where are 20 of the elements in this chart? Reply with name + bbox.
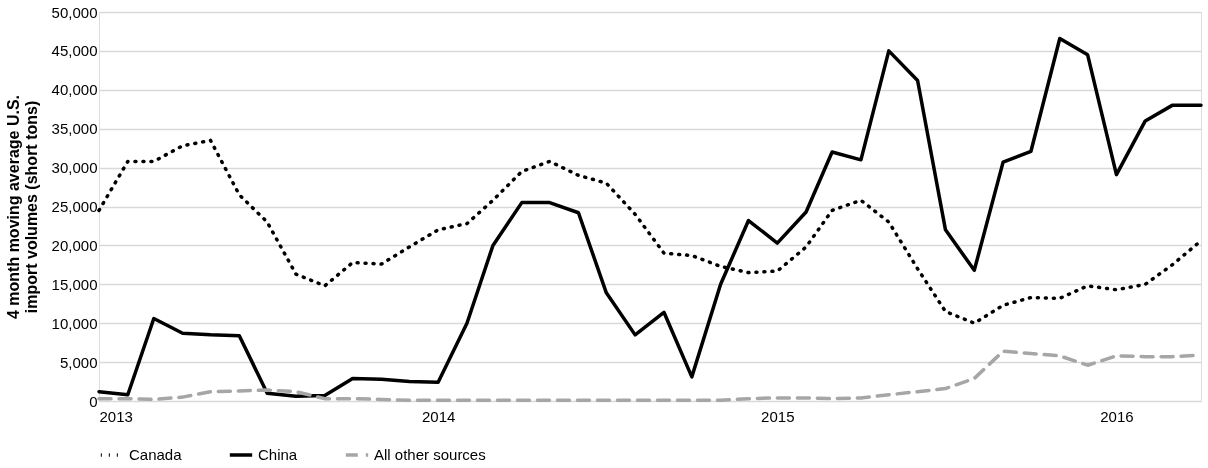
y-tick-label: 30,000 — [51, 159, 98, 177]
y-tick-label: 5,000 — [59, 353, 98, 371]
y-axis-title: 4 month moving average U.S. import volumes (short tons) — [4, 94, 40, 320]
y-tick-label: 15,000 — [51, 275, 98, 293]
x-tick-label: 2016 — [1100, 407, 1134, 425]
legend-label: Canada — [129, 446, 183, 463]
y-tick-label: 35,000 — [51, 120, 98, 138]
y-tick-label: 50,000 — [51, 3, 98, 21]
x-tick-label: 2014 — [421, 407, 456, 425]
y-tick-label: 20,000 — [51, 236, 98, 254]
y-tick-label: 40,000 — [51, 81, 98, 99]
x-tick-label: 2013 — [99, 407, 133, 425]
y-tick-label: 25,000 — [51, 198, 98, 215]
line-series — [97, 36, 1203, 399]
y-tick-label: 0 — [89, 392, 98, 410]
legend-label: All other sources — [374, 446, 486, 463]
y-tick-label: 45,000 — [51, 42, 98, 60]
x-tick-label: 2015 — [761, 407, 795, 425]
legend-label: China — [258, 446, 298, 463]
y-tick-label: 10,000 — [51, 314, 98, 332]
